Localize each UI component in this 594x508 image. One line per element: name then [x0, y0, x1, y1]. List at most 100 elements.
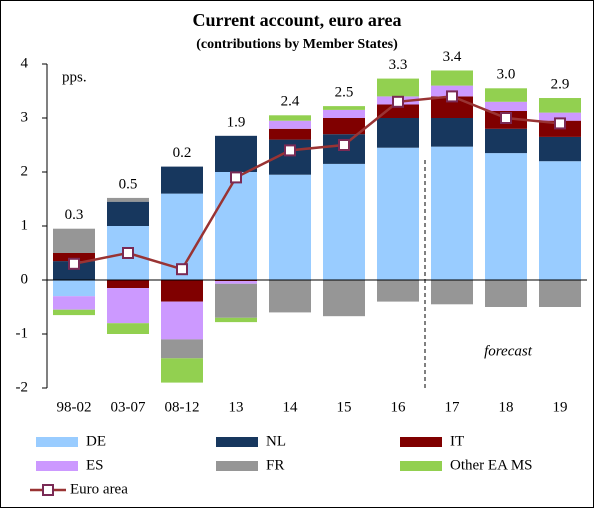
- legend-swatch: [216, 437, 258, 447]
- bar-segment: [377, 118, 419, 148]
- bar-segment: [539, 280, 581, 307]
- marker: [284, 144, 296, 157]
- bar-segment: [431, 118, 473, 147]
- line: [73, 95, 561, 271]
- bar-segment: [53, 309, 95, 316]
- legend-swatch: [400, 461, 442, 471]
- bar-segment: [485, 280, 527, 307]
- data-label: 0.3: [65, 207, 84, 223]
- x-tick-label: 14: [283, 399, 299, 415]
- marker: [122, 247, 134, 259]
- y-axis-label: pps.: [62, 69, 87, 85]
- bar-segment: [431, 280, 473, 305]
- bar-segment: [323, 280, 365, 317]
- bar-segment: [323, 118, 365, 135]
- legend-label: NL: [266, 433, 286, 449]
- x-tick-label: 98-02: [57, 399, 92, 415]
- bar-segment: [485, 153, 527, 280]
- bar-segment: [377, 104, 419, 118]
- y-tick-label: 1: [21, 217, 29, 233]
- bar-segment: [539, 112, 581, 121]
- x-tick-label: 15: [337, 399, 352, 415]
- legend-swatch: [36, 437, 78, 447]
- bar-segment: [431, 70, 473, 86]
- bar-segment: [485, 101, 527, 111]
- bar-segment: [539, 136, 581, 162]
- legend-label: IT: [450, 433, 464, 449]
- y-tick-label: 0: [21, 271, 29, 287]
- legend-swatch: [216, 461, 258, 471]
- marker: [392, 95, 404, 108]
- bar-segment: [107, 197, 149, 202]
- marker: [338, 139, 350, 151]
- bar-segment: [485, 128, 527, 154]
- marker: [230, 171, 242, 184]
- bar-segment: [53, 296, 95, 310]
- y-tick-label: 2: [21, 163, 29, 179]
- x-tick-label: 13: [229, 399, 244, 415]
- marker: [554, 117, 566, 130]
- bar-segment: [215, 283, 257, 318]
- bar-segment: [323, 163, 365, 280]
- bar-segment: [539, 161, 581, 280]
- bar-segment: [107, 323, 149, 334]
- x-tick-label: 16: [391, 399, 407, 415]
- x-tick-label: 03-07: [111, 399, 146, 415]
- bar-segment: [269, 174, 311, 280]
- bar-segment: [215, 317, 257, 323]
- data-label: 0.5: [119, 176, 138, 192]
- bar-segment: [377, 147, 419, 280]
- bar-segment: [53, 228, 95, 253]
- marker: [446, 90, 458, 103]
- x-tick-label: 17: [445, 399, 461, 415]
- data-label: 2.5: [335, 85, 354, 101]
- bar-segment: [431, 146, 473, 280]
- data-label: 0.2: [173, 145, 192, 161]
- data-label: 3.0: [497, 67, 516, 83]
- y-tick-label: 3: [21, 109, 29, 125]
- bar-segment: [377, 280, 419, 302]
- bar-segment: [161, 358, 203, 383]
- bar-segment: [323, 106, 365, 110]
- data-label: 3.4: [443, 49, 462, 65]
- bar-segment: [53, 280, 95, 297]
- x-tick-label: 08-12: [165, 399, 200, 415]
- legend-swatch: [400, 437, 442, 447]
- chart-subtitle: (contributions by Member States): [196, 37, 398, 52]
- legend-marker: [42, 484, 54, 496]
- data-label: 2.4: [281, 94, 300, 110]
- bar-segment: [161, 301, 203, 340]
- marker: [500, 112, 512, 124]
- bar-segment: [539, 98, 581, 113]
- bar-segment: [485, 88, 527, 102]
- x-tick-label: 18: [499, 399, 514, 415]
- chart-title: Current account, euro area: [193, 10, 402, 30]
- bar-segment: [323, 109, 365, 118]
- annotation: forecast: [484, 343, 533, 359]
- y-tick-label: -2: [16, 379, 29, 395]
- legend-label: DE: [86, 433, 106, 449]
- bar-segment: [377, 78, 419, 97]
- bar-segment: [53, 253, 95, 262]
- bar-segment: [269, 128, 311, 140]
- y-tick-label: 4: [21, 55, 29, 71]
- legend-swatch: [36, 461, 78, 471]
- bar-segment: [269, 120, 311, 129]
- bar-segment: [107, 280, 149, 289]
- bar-segment: [269, 115, 311, 121]
- legend-label: ES: [86, 457, 104, 473]
- data-label: 2.9: [551, 76, 570, 92]
- bar-segment: [161, 166, 203, 194]
- bar-segment: [161, 280, 203, 302]
- data-label: 1.9: [227, 114, 246, 130]
- bar-segment: [53, 261, 95, 280]
- x-tick-label: 19: [553, 399, 568, 415]
- bar-segment: [161, 339, 203, 359]
- legend-label: Other EA MS: [450, 457, 533, 473]
- bar-segment: [215, 281, 257, 284]
- bar-segment: [215, 172, 257, 280]
- bar-segment: [107, 288, 149, 324]
- bar-segment: [215, 280, 257, 282]
- marker: [176, 263, 188, 276]
